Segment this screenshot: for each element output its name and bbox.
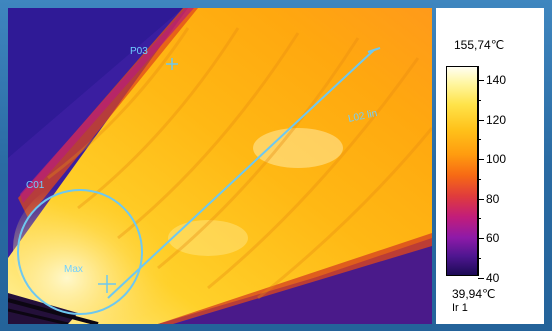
scale-tick-label: 80: [486, 191, 500, 206]
circle-marker-label: C01: [26, 180, 45, 191]
scale-major-tick: [478, 277, 484, 279]
scale-tick-label: 120: [486, 112, 507, 127]
scale-minor-tick: [478, 218, 481, 220]
max-temperature-label: 155,74℃: [454, 38, 505, 52]
scale-tick-label: 60: [486, 231, 500, 245]
scale-major-tick: [478, 119, 484, 121]
color-scale-bar: [446, 66, 478, 276]
temperature-scale-panel: 155,74℃ 39,94℃ Ir 1 140 120 100 80 60 40: [436, 8, 544, 324]
scale-major-tick: [478, 238, 484, 239]
ir-source-label: Ir 1: [452, 302, 468, 314]
min-temperature-label: 39,94℃: [452, 287, 496, 301]
scale-minor-tick: [478, 178, 481, 180]
scale-tick-label: 40: [486, 270, 500, 285]
thermal-image-graphic: [8, 8, 432, 324]
scale-major-tick: [478, 159, 484, 160]
thermal-image: P03 L02 lin C01 Max: [8, 8, 432, 324]
scale-minor-tick: [478, 99, 481, 101]
scale-axis-line: [478, 66, 479, 276]
point-marker-label: P03: [130, 46, 148, 57]
scale-minor-tick: [478, 257, 481, 259]
scale-minor-tick: [478, 139, 481, 141]
scale-tick-label: 140: [486, 73, 507, 87]
scale-major-tick: [478, 80, 484, 81]
max-marker-label: Max: [64, 264, 83, 275]
scale-tick-label: 100: [486, 152, 507, 166]
scale-major-tick: [478, 198, 484, 200]
